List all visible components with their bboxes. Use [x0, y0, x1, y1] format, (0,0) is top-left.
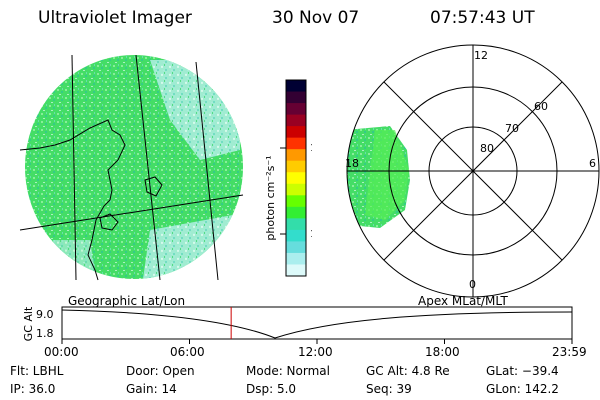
color-scale-bar: 100 10 photon cm⁻²s⁻¹ [264, 79, 312, 277]
geographic-projection-label: Geographic Lat/Lon [68, 294, 186, 308]
orbit-timeline: GC Alt 9.0 1.8 [22, 306, 573, 344]
mlt-label-0: 0 [469, 278, 476, 291]
colorbar-segment [286, 252, 306, 265]
colorbar-segment [286, 218, 306, 231]
colorbar-segment [286, 126, 306, 139]
ytick-1-8: 1.8 [36, 327, 54, 340]
mlat-label-60: 60 [534, 100, 548, 113]
geo-latitude-info: GLat: −39.4 [486, 364, 559, 378]
mlt-label-6: 6 [589, 157, 596, 170]
xtick-2359: 23:59 [552, 345, 587, 359]
mlat-label-70: 70 [505, 122, 519, 135]
geographic-image [19, 54, 244, 281]
mlat-label-80: 80 [480, 142, 494, 155]
xtick-1800: 18:00 [425, 345, 460, 359]
mode-info: Mode: Normal [246, 364, 330, 378]
dsp-info: Dsp: 5.0 [246, 382, 297, 396]
xtick-0600: 06:00 [170, 345, 205, 359]
colorbar-segment [286, 91, 306, 104]
colorbar-segment [286, 172, 306, 185]
sequence-info: Seq: 39 [366, 382, 412, 396]
colorbar-segment [286, 149, 306, 162]
mlt-label-12: 12 [474, 49, 488, 62]
ytick-9: 9.0 [36, 308, 54, 321]
colorbar-segment [286, 183, 306, 196]
xtick-1200: 12:00 [298, 345, 333, 359]
filter-info: Flt: LBHL [10, 364, 64, 378]
colorbar-segment [286, 80, 306, 93]
colorbar-segment [286, 137, 306, 150]
colorbar-segment [286, 206, 306, 219]
gc-altitude-info: GC Alt: 4.8 Re [366, 364, 450, 378]
door-info: Door: Open [126, 364, 195, 378]
mlt-label-18: 18 [345, 157, 359, 170]
colorbar-unit-label: photon cm⁻²s⁻¹ [264, 155, 277, 240]
colorbar-segment [286, 160, 306, 173]
colorbar-segment [286, 103, 306, 116]
colorbar-segment [286, 195, 306, 208]
timeline-ylabel: GC Alt [22, 306, 35, 341]
ip-info: IP: 36.0 [10, 382, 56, 396]
xtick-0000: 00:00 [44, 345, 79, 359]
gain-info: Gain: 14 [126, 382, 177, 396]
instrument-title: Ultraviolet Imager [38, 8, 192, 28]
geo-longitude-info: GLon: 142.2 [486, 382, 559, 396]
apex-projection-label: Apex MLat/MLT [418, 294, 508, 308]
colorbar-tick-100: 100 [310, 143, 312, 154]
polar-plot: 12 18 6 0 60 70 80 [345, 44, 600, 298]
colorbar-segment [286, 241, 306, 254]
colorbar-segment [286, 229, 306, 242]
colorbar-segment [286, 114, 306, 127]
colorbar-tick-10: 10 [310, 229, 312, 240]
colorbar-segment [286, 264, 306, 277]
image-time: 07:57:43 UT [430, 8, 535, 28]
image-date: 30 Nov 07 [272, 8, 360, 28]
